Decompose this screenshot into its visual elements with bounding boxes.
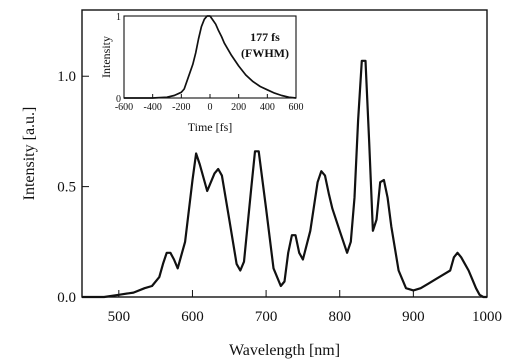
main-x-tick-label: 800	[328, 309, 351, 325]
fwhm-label-annotation: (FWHM)	[241, 46, 289, 60]
inset-x-tick-label: 600	[289, 102, 304, 113]
main-x-axis-title: Wavelength [nm]	[229, 342, 340, 359]
inset-x-tick-label: 400	[260, 102, 275, 113]
main-x-tick-label: 500	[108, 309, 131, 325]
inset-x-tick-label: -600	[115, 102, 133, 113]
main-x-tick-label: 600	[181, 309, 204, 325]
main-y-axis-title: Intensity [a.u.]	[21, 107, 38, 201]
main-x-ticks: 500 600 700 800 900 1000	[108, 290, 502, 325]
main-y-ticks: 0.0 0.5 1.0	[57, 69, 89, 306]
inset-x-tick-label: -400	[143, 102, 161, 113]
inset-x-tick-label: 0	[208, 102, 213, 113]
main-y-tick-label: 0.0	[57, 290, 76, 306]
spectrum-series-line	[82, 59, 487, 299]
main-x-tick-label: 700	[255, 309, 278, 325]
main-x-tick-label: 900	[402, 309, 425, 325]
inset-x-ticks: -600 -400 -200 0 200 400 600	[115, 94, 304, 113]
inset-y-tick-label: 0	[116, 94, 121, 105]
main-y-tick-label: 1.0	[57, 69, 76, 85]
inset-plot: -600 -400 -200 0 200 400 600 0 1 Time [fs] Inte…	[99, 12, 304, 134]
inset-x-axis-title: Time [fs]	[188, 120, 233, 134]
inset-x-tick-label: 200	[231, 102, 246, 113]
inset-x-tick-label: -200	[172, 102, 190, 113]
fwhm-value-annotation: 177 fs	[250, 30, 280, 44]
pulse-series-line	[124, 15, 297, 99]
inset-y-tick-label: 1	[116, 12, 121, 23]
main-x-tick-label: 1000	[472, 309, 502, 325]
main-plot: 500 600 700 800 900 1000 0.0 0.5 1.0 Wavelength…	[21, 9, 502, 359]
main-plot-frame	[81, 9, 488, 298]
inset-y-axis-title: Intensity	[99, 36, 113, 78]
main-y-tick-label: 0.5	[57, 180, 76, 196]
